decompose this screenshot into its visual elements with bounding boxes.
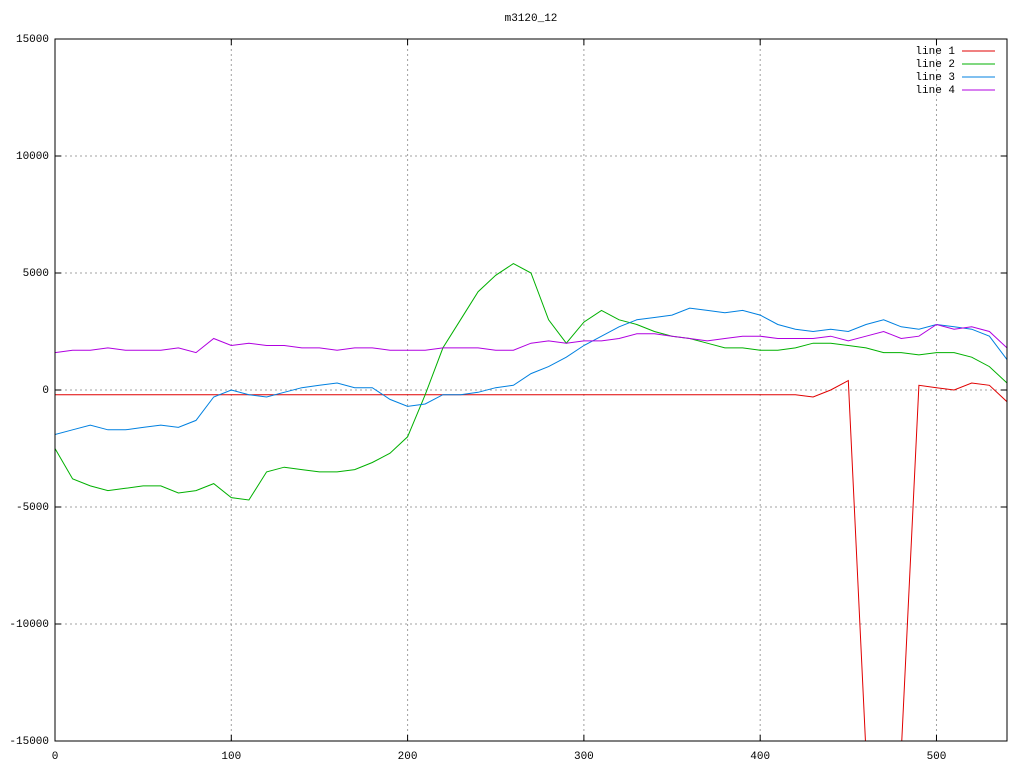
data-line (55, 307, 1007, 435)
data-line (55, 263, 1007, 501)
legend-label: line 4 (915, 85, 955, 97)
x-tick-label: 0 (52, 751, 59, 763)
plot-area (55, 263, 1007, 741)
y-tick-label: 15000 (16, 34, 49, 46)
x-tick-label: 400 (750, 751, 770, 763)
x-tick-label: 300 (574, 751, 594, 763)
y-tick-label: -5000 (16, 502, 49, 514)
y-tick-label: 5000 (23, 268, 49, 280)
y-tick-label: 10000 (16, 151, 49, 163)
x-tick-label: 100 (221, 751, 241, 763)
y-tick-label: -10000 (9, 619, 49, 631)
y-tick-label: 0 (42, 385, 49, 397)
data-line (55, 323, 1007, 354)
plot-border (54, 38, 1008, 742)
legend-label: line 1 (915, 46, 955, 58)
grid (54, 38, 1007, 742)
chart-title: m3120_12 (505, 13, 558, 25)
legend-label: line 2 (915, 59, 955, 71)
data-line (55, 379, 1007, 741)
x-tick-label: 200 (398, 751, 418, 763)
legend-label: line 3 (915, 72, 955, 84)
y-tick-label: -15000 (9, 736, 49, 748)
x-tick-label: 500 (927, 751, 947, 763)
